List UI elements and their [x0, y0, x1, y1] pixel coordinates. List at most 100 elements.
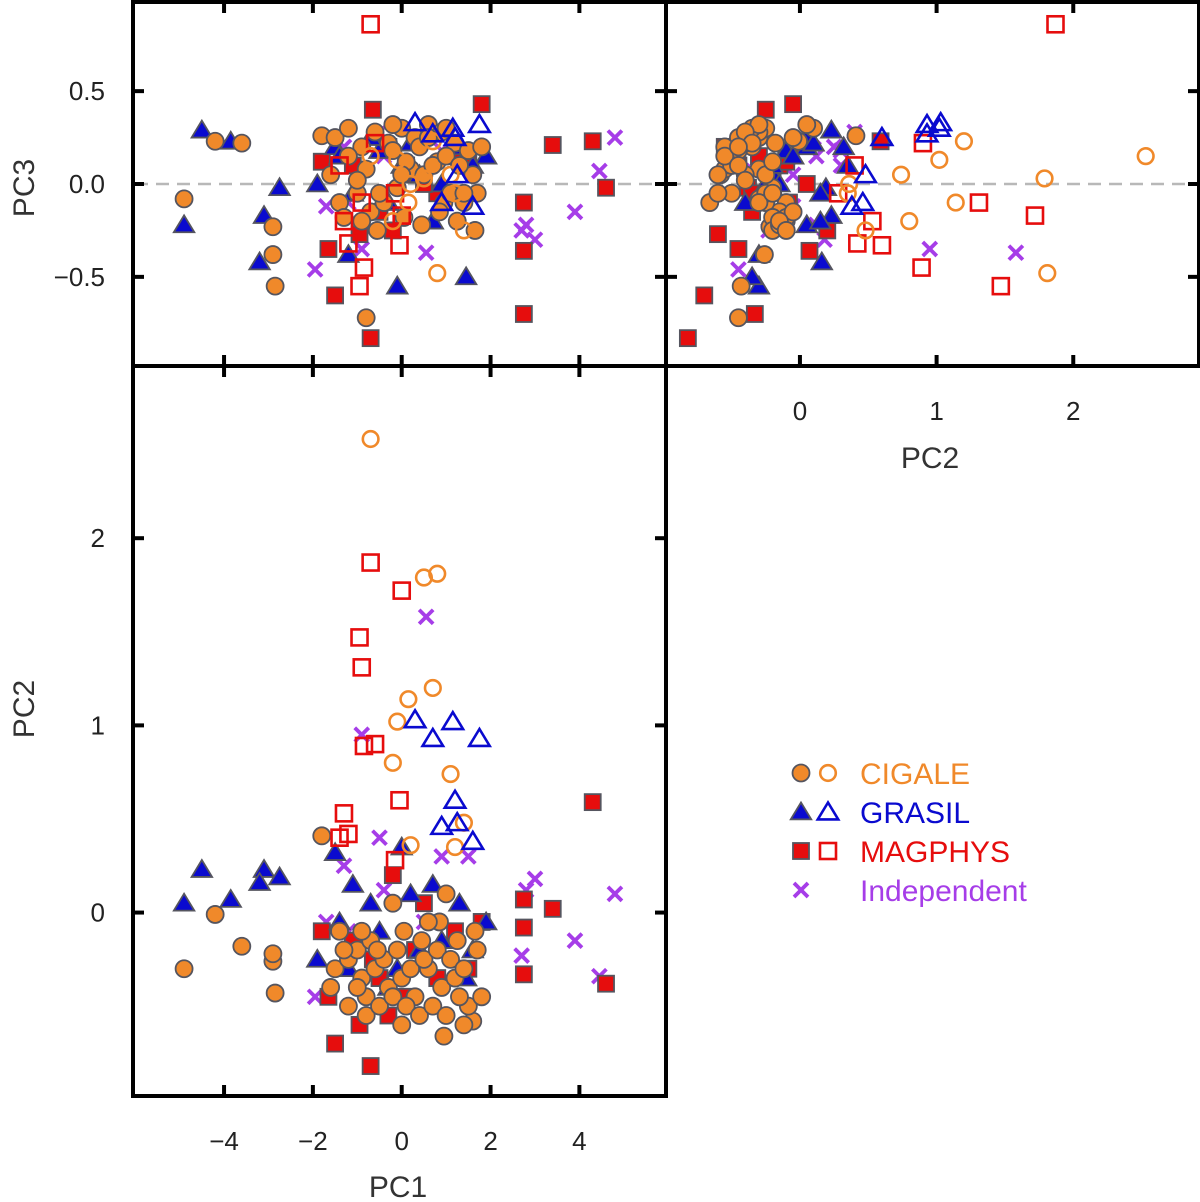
data-point-grasil-filled [189, 118, 214, 139]
data-point-independent-filled [417, 244, 435, 262]
data-point-cigale-filled [763, 152, 782, 172]
x-tick-label-pc2: 2 [1066, 396, 1080, 426]
data-point-cigale-open [441, 764, 460, 784]
y-tick-label-pc3: 0.0 [69, 169, 105, 199]
data-point-cigale-open [361, 429, 380, 449]
legend-marker-grasil-open [815, 799, 841, 821]
data-point-magphys-open [390, 790, 409, 810]
data-point-cigale-filled [263, 217, 283, 237]
data-point-cigale-filled [325, 128, 345, 147]
data-point-grasil-filled [341, 873, 365, 893]
data-point-cigale-filled [347, 978, 367, 997]
data-point-grasil-open [850, 190, 876, 212]
data-point-magphys-open [334, 804, 354, 823]
data-point-cigale-open [954, 132, 974, 151]
data-point-cigale-open [891, 165, 911, 184]
data-point-cigale-filled [846, 126, 866, 146]
data-point-magphys-filled [745, 305, 764, 323]
data-point-magphys-filled [472, 95, 491, 114]
data-point-independent-filled [433, 848, 451, 865]
data-point-cigale-open [900, 212, 919, 231]
data-point-grasil-filled [420, 873, 445, 893]
data-point-independent-filled [306, 261, 324, 278]
data-point-magphys-open [350, 628, 369, 647]
data-point-cigale-filled [383, 987, 403, 1007]
data-point-magphys-open [334, 211, 354, 231]
data-point-grasil-filled [247, 250, 272, 271]
data-point-cigale-filled [447, 931, 467, 951]
data-point-grasil-filled [323, 841, 347, 861]
legend-item-independent: Independent [792, 875, 1027, 908]
points-panel-3 [172, 429, 624, 1075]
data-point-magphys-filled [729, 240, 748, 258]
data-point-cigale-open [388, 150, 407, 169]
data-point-grasil-open [928, 110, 954, 132]
data-point-magphys-open [352, 658, 372, 677]
data-point-grasil-open [466, 726, 493, 748]
data-point-independent-filled [591, 162, 608, 180]
data-point-magphys-open [392, 581, 412, 600]
data-point-cigale-filled [383, 893, 403, 913]
data-point-magphys-open [912, 258, 931, 277]
data-point-grasil-filled [172, 213, 196, 234]
data-point-magphys-open [339, 824, 358, 844]
data-point-grasil-open [429, 190, 455, 212]
data-point-cigale-open [454, 221, 474, 240]
data-point-cigale-filled [763, 183, 782, 203]
data-point-cigale-open [445, 837, 465, 857]
data-point-grasil-open [442, 125, 468, 147]
data-point-cigale-filled [430, 202, 449, 222]
data-point-cigale-filled [436, 146, 456, 166]
data-point-magphys-filled [797, 175, 816, 193]
data-point-cigale-filled [749, 193, 769, 212]
data-point-magphys-open [848, 234, 867, 253]
data-point-grasil-filled [267, 865, 292, 886]
data-point-magphys-filled [319, 240, 338, 258]
x-tick-label-pc1: 2 [483, 1126, 497, 1156]
data-point-magphys-open [339, 234, 358, 253]
data-point-cigale-filled [418, 912, 438, 932]
y-tick-label-pc2: 1 [91, 710, 105, 740]
data-point-magphys-open [365, 734, 385, 754]
data-point-independent-filled [513, 222, 530, 239]
data-point-cigale-filled [465, 921, 485, 941]
data-point-grasil-filled [305, 172, 330, 193]
data-point-independent-filled [371, 829, 388, 847]
data-point-grasil-open [444, 162, 470, 184]
data-point-cigale-filled [467, 940, 487, 960]
data-point-magphys-filled [326, 286, 344, 305]
data-point-magphys-open [872, 235, 892, 255]
data-point-cigale-filled [715, 146, 735, 166]
panel-frame-3 [131, 364, 668, 1098]
y-axis-title-pc2: PC2 [8, 680, 41, 738]
data-point-independent-filled [1007, 244, 1025, 262]
data-point-cigale-filled [729, 137, 748, 157]
data-point-magphys-filled [312, 922, 331, 941]
data-point-magphys-open [385, 183, 405, 203]
data-point-grasil-filled [809, 250, 834, 271]
legend-item-cigale: CIGALE [791, 758, 970, 791]
data-point-magphys-open [354, 258, 374, 277]
data-point-grasil-open [429, 814, 455, 836]
data-point-magphys-filled [514, 241, 533, 260]
legend-item-magphys: MAGPHYS [792, 836, 1010, 869]
data-point-cigale-filled [370, 996, 389, 1016]
data-point-grasil-filled [808, 209, 833, 230]
data-point-magphys-filled [784, 95, 802, 114]
data-point-cigale-open [946, 193, 965, 212]
data-point-cigale-open [388, 712, 407, 731]
data-point-cigale-filled [708, 165, 728, 185]
data-point-grasil-filled [358, 891, 383, 912]
data-point-magphys-filled [514, 965, 533, 984]
data-point-cigale-filled [783, 128, 803, 147]
data-point-grasil-open [869, 125, 895, 147]
data-point-independent-filled [566, 203, 584, 221]
data-point-magphys-filled [326, 1034, 344, 1053]
data-point-cigale-filled [427, 940, 447, 960]
data-point-cigale-filled [434, 1026, 454, 1046]
data-point-cigale-filled [401, 959, 421, 979]
x-tick-label-pc2: 1 [929, 396, 943, 426]
legend-label-cigale: CIGALE [860, 758, 970, 791]
data-point-grasil-filled [252, 858, 276, 878]
